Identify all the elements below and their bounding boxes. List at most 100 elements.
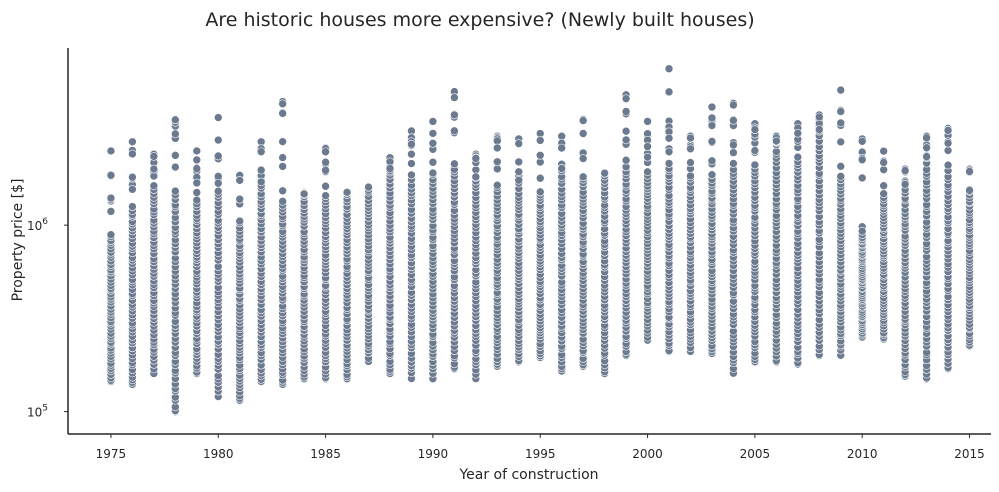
data-point: [621, 94, 631, 103]
data-point: [857, 155, 867, 165]
data-point: [686, 171, 695, 181]
data-point: [235, 176, 245, 185]
data-point: [664, 87, 674, 97]
data-point: [578, 172, 588, 182]
data-point: [879, 146, 888, 156]
data-point: [278, 153, 287, 162]
data-point: [643, 117, 652, 126]
x-tick-label: 2010: [847, 447, 878, 461]
data-point: [879, 158, 888, 167]
data-point: [943, 160, 953, 170]
data-point: [836, 85, 846, 95]
data-point: [857, 136, 867, 146]
data-point: [729, 116, 738, 125]
data-point: [514, 157, 524, 167]
data-point: [278, 162, 287, 171]
data-point: [171, 162, 180, 172]
data-point: [814, 125, 824, 134]
data-point: [814, 112, 824, 122]
data-point: [299, 189, 309, 199]
data-point: [578, 116, 588, 125]
data-point: [128, 149, 137, 159]
data-point: [213, 151, 223, 161]
data-point: [922, 152, 931, 161]
data-point: [321, 147, 330, 157]
data-point: [707, 113, 717, 123]
data-point: [965, 186, 974, 195]
data-point: [836, 118, 846, 128]
data-point: [643, 152, 652, 162]
data-point: [750, 160, 760, 170]
y-tick-label: 105: [27, 404, 48, 420]
data-point: [192, 164, 202, 173]
data-point: [514, 139, 524, 148]
data-point: [450, 159, 459, 169]
data-point: [707, 156, 717, 166]
x-tick-label: 2000: [632, 447, 663, 461]
data-point: [213, 186, 223, 196]
data-point: [729, 148, 738, 157]
data-point: [600, 168, 609, 178]
data-point: [106, 207, 116, 216]
data-point: [772, 136, 781, 146]
data-point: [106, 170, 116, 180]
data-point: [578, 154, 588, 163]
data-point: [793, 128, 803, 138]
data-point: [836, 137, 846, 147]
data-point: [900, 166, 910, 175]
data-point: [493, 180, 502, 190]
data-point: [364, 182, 373, 192]
data-point: [428, 157, 438, 167]
data-point: [621, 155, 631, 165]
data-point: [535, 173, 545, 183]
data-point: [664, 159, 674, 168]
data-point: [493, 157, 502, 167]
data-point: [578, 129, 588, 138]
data-point: [707, 137, 717, 146]
data-point: [407, 139, 416, 149]
data-point: [729, 100, 738, 110]
x-tick-label: 1990: [418, 447, 449, 461]
data-point: [643, 142, 652, 151]
data-point: [857, 226, 867, 236]
data-point: [149, 181, 159, 191]
data-point: [879, 165, 888, 174]
chart-title: Are historic houses more expensive? (New…: [205, 9, 754, 31]
data-point: [922, 143, 931, 153]
data-point: [171, 129, 180, 139]
data-point: [836, 162, 846, 171]
data-point: [192, 195, 202, 205]
data-point: [879, 181, 888, 191]
data-point: [385, 164, 395, 173]
data-point: [729, 159, 738, 168]
data-point: [621, 107, 631, 116]
data-point: [943, 126, 953, 135]
x-axis-ticks: 1975 1980 1985 1990 1995 2000 2005 2010 2015: [96, 434, 985, 461]
data-point: [171, 151, 180, 160]
data-point: [621, 135, 631, 145]
data-point: [664, 147, 674, 157]
data-point: [407, 149, 416, 159]
data-point: [643, 167, 652, 177]
data-point: [493, 143, 502, 153]
data-point: [106, 230, 116, 240]
data-point: [321, 181, 330, 191]
data-point: [149, 164, 159, 174]
data-point: [213, 113, 223, 122]
data-point: [471, 172, 481, 182]
x-tick-label: 1975: [96, 447, 127, 461]
data-point: [943, 138, 953, 148]
data-point: [707, 121, 717, 130]
data-point: [171, 186, 180, 196]
data-point: [278, 137, 287, 146]
data-point: [450, 93, 459, 102]
y-axis-ticks: 105 106: [27, 217, 68, 420]
data-point: [278, 186, 287, 196]
data-point: [514, 175, 524, 185]
data-point: [664, 133, 674, 143]
data-point: [235, 194, 245, 204]
data-point: [428, 168, 438, 178]
data-point: [750, 125, 760, 134]
data-point: [192, 178, 202, 188]
data-point: [235, 216, 245, 226]
